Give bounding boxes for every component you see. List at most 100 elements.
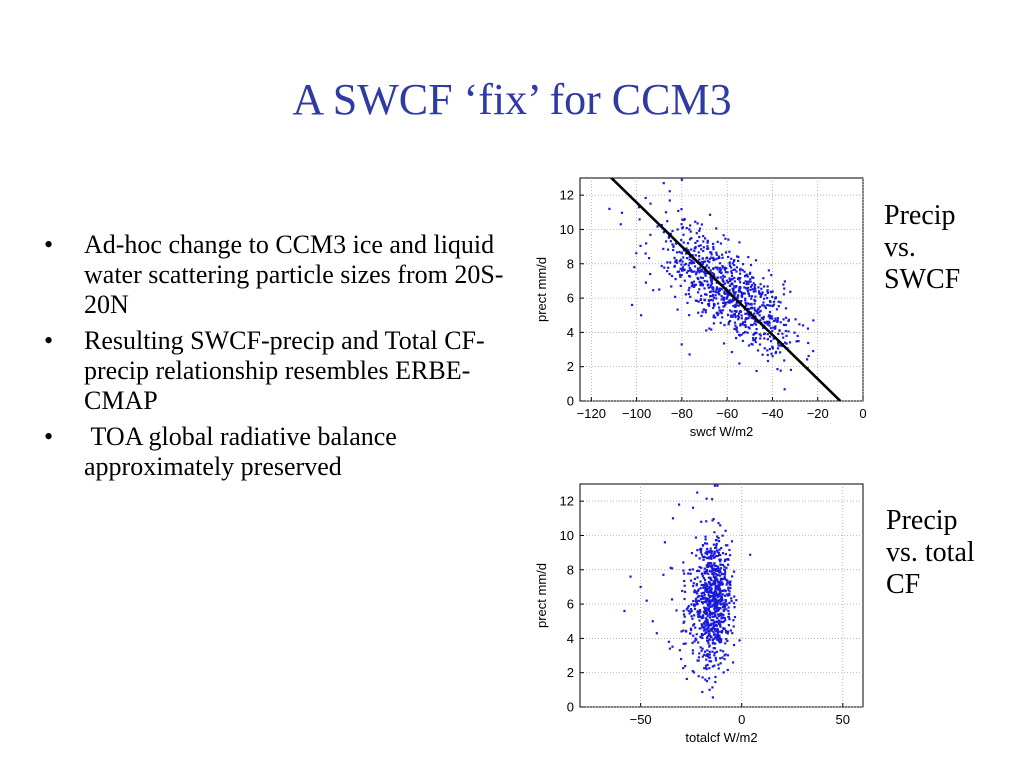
data-point <box>702 610 706 613</box>
data-point <box>714 642 717 645</box>
data-point <box>717 667 720 670</box>
data-point <box>707 593 710 596</box>
data-point <box>713 664 716 667</box>
data-point <box>715 630 718 633</box>
data-point <box>700 248 703 251</box>
data-point <box>711 665 714 668</box>
data-point <box>730 599 733 603</box>
data-point <box>705 520 708 523</box>
data-point <box>716 554 720 557</box>
data-point <box>700 632 703 636</box>
data-point <box>769 327 773 330</box>
y-tick-label: 10 <box>560 528 574 543</box>
data-point <box>716 627 719 630</box>
data-point <box>711 598 714 601</box>
data-point <box>703 596 706 599</box>
data-point <box>712 273 716 276</box>
data-point <box>679 657 683 661</box>
data-point <box>691 283 694 286</box>
data-point <box>681 260 684 263</box>
data-point <box>680 251 683 254</box>
data-point <box>717 536 720 540</box>
data-point <box>737 318 740 321</box>
data-point <box>756 312 760 315</box>
data-point <box>676 308 679 311</box>
data-point <box>707 600 711 603</box>
data-point <box>725 566 728 569</box>
data-point <box>709 270 712 273</box>
data-point <box>676 270 679 273</box>
data-point <box>704 266 707 269</box>
data-point <box>710 282 714 285</box>
data-point <box>727 615 731 619</box>
data-point <box>722 671 725 674</box>
data-point <box>732 313 735 316</box>
data-point <box>729 629 732 632</box>
data-point <box>783 388 786 391</box>
data-point <box>695 583 699 586</box>
data-point <box>682 561 685 564</box>
y-tick-label: 8 <box>567 562 574 577</box>
data-point <box>728 284 731 287</box>
data-point <box>743 320 747 324</box>
data-point <box>711 272 714 275</box>
data-point <box>763 305 767 308</box>
data-point <box>716 302 720 305</box>
data-point <box>694 637 697 640</box>
data-point <box>716 550 719 553</box>
data-point <box>766 289 769 292</box>
data-point <box>749 553 752 556</box>
data-point <box>707 642 710 645</box>
data-point <box>784 316 788 319</box>
data-point <box>723 577 727 580</box>
data-point <box>739 310 742 313</box>
data-point <box>718 267 722 270</box>
data-point <box>663 541 666 544</box>
data-point <box>705 680 709 683</box>
data-point <box>701 544 705 547</box>
data-point <box>720 595 724 599</box>
data-point <box>721 316 724 319</box>
data-point <box>706 590 709 593</box>
data-point <box>707 302 711 306</box>
data-point <box>708 300 711 303</box>
data-point <box>713 563 716 566</box>
data-point <box>740 295 744 298</box>
data-point <box>718 636 721 639</box>
data-point <box>715 578 718 581</box>
data-point <box>724 642 727 645</box>
data-point <box>670 598 674 601</box>
data-point <box>725 608 728 611</box>
data-point <box>733 285 736 288</box>
data-point <box>723 589 726 592</box>
y-tick-label: 2 <box>567 359 574 374</box>
data-point <box>726 271 729 274</box>
data-point <box>730 350 733 354</box>
data-point <box>706 639 709 642</box>
data-point <box>715 286 718 289</box>
data-point <box>672 248 675 252</box>
data-point <box>708 582 711 585</box>
data-point <box>701 602 704 605</box>
data-point <box>768 335 772 338</box>
data-point <box>702 234 705 238</box>
data-point <box>699 615 702 618</box>
data-point <box>731 282 734 285</box>
x-tick-label: −60 <box>716 406 738 421</box>
data-point <box>706 280 709 283</box>
data-point <box>718 558 721 561</box>
data-point <box>719 309 722 312</box>
data-point <box>754 340 757 344</box>
data-point <box>711 569 714 572</box>
data-point <box>702 576 706 580</box>
data-point <box>762 301 765 304</box>
data-point <box>750 295 754 298</box>
data-point <box>705 497 708 500</box>
data-point <box>712 615 715 618</box>
data-point <box>771 290 774 293</box>
data-point <box>805 358 809 361</box>
data-point <box>726 639 729 643</box>
data-point <box>692 582 695 585</box>
data-point <box>697 300 700 303</box>
data-point <box>645 242 648 245</box>
